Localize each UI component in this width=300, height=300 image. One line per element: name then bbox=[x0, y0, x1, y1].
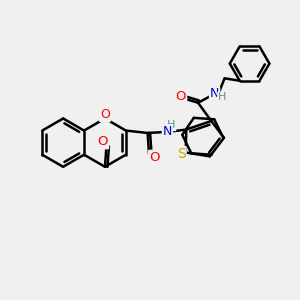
Text: N: N bbox=[210, 87, 219, 101]
Text: N: N bbox=[163, 125, 172, 138]
Text: S: S bbox=[177, 147, 186, 161]
Text: O: O bbox=[176, 90, 186, 104]
Text: O: O bbox=[149, 151, 160, 164]
Text: H: H bbox=[167, 120, 176, 130]
Text: O: O bbox=[100, 108, 110, 121]
Text: H: H bbox=[218, 92, 226, 103]
Text: O: O bbox=[98, 135, 108, 148]
